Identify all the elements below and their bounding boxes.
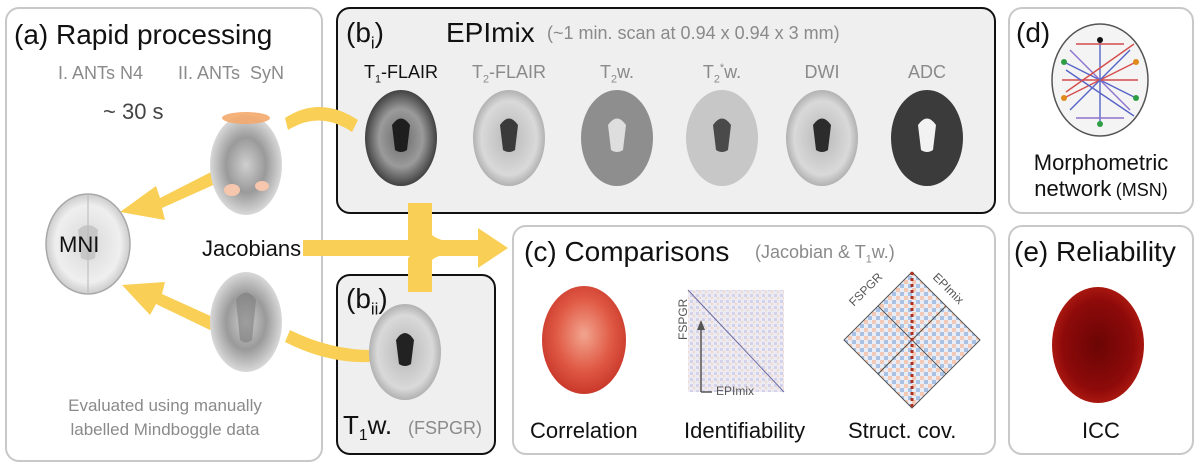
panel-a-eval-line1: Evaluated using manually <box>68 396 262 415</box>
panel-e-label: (e) <box>1014 236 1049 267</box>
panel-a-heading: (a) Rapid processing <box>14 19 272 51</box>
arrow-jacobian-top-to-mni <box>120 170 220 220</box>
panel-bi-subtitle: (~1 min. scan at 0.94 x 0.94 x 3 mm) <box>547 23 840 43</box>
panel-d-abbr: (MSN) <box>1115 180 1168 200</box>
panel-e-title: Reliability <box>1056 236 1176 267</box>
identifiability-axis-x-label: EPImix <box>716 384 755 398</box>
panel-c-heading: (c) Comparisons <box>524 236 729 268</box>
panel-bi <box>336 7 996 214</box>
panel-a-label: (a) <box>14 19 49 50</box>
arrow-jacobians-to-comparisons <box>303 228 508 268</box>
panel-bi-title: EPImix <box>446 17 535 48</box>
correlation-label: Correlation <box>530 418 638 443</box>
contrast-label: T1-FLAIR <box>363 62 439 86</box>
panel-c-label: (c) <box>524 236 557 267</box>
arrow-jacobian-bottom-to-mni <box>122 282 215 330</box>
arrows <box>120 106 508 363</box>
panel-a-step2: II. ANTs SyN <box>178 63 285 83</box>
panel-bii-fspgr: (FSPGR) <box>408 418 482 438</box>
arrow-flair-to-jacobian-top <box>285 106 358 132</box>
arrow-t1w-to-jacobian-bottom <box>285 330 372 363</box>
contrast-label: T2-FLAIR <box>471 62 547 86</box>
panel-e-heading: (e) Reliability <box>1014 236 1176 268</box>
icc-label: ICC <box>1082 418 1120 443</box>
contrast-label: ADC <box>907 62 946 82</box>
icc-brain-map <box>1052 287 1144 403</box>
panel-c-title: Comparisons <box>564 236 730 267</box>
panel-a-time: ~ 30 s <box>103 99 164 124</box>
panel-bi-label: (bi) <box>346 17 384 53</box>
contrast-label: T2*w. <box>702 62 742 86</box>
panel-a-title: Rapid processing <box>56 19 273 50</box>
panel-a-eval-line2: labelled Mindboggle data <box>70 420 260 439</box>
panel-d-line2-wrap: network (MSN) <box>1008 176 1194 202</box>
panel-d-label: (d) <box>1016 17 1051 48</box>
struct-cov-label: Struct. cov. <box>848 418 957 443</box>
panel-d-line1: Morphometric <box>1033 150 1169 175</box>
correlation-map <box>542 286 626 394</box>
epimix-brains <box>365 90 963 186</box>
panel-a-step1: I. ANTs N4 <box>58 63 144 83</box>
jacobian-brain-top <box>210 115 282 215</box>
contrast-label: DWI <box>804 62 840 82</box>
panel-bii-label: (bii) <box>346 283 388 319</box>
contrast-label: T2w. <box>599 62 635 86</box>
identifiability-axis-y-label: FSPGR <box>676 298 690 340</box>
panel-bii-t1w: T1w. <box>343 410 393 445</box>
mni-label: MNI <box>59 232 100 257</box>
panel-d-line2: network <box>1034 176 1112 201</box>
msn-nodes <box>1061 37 1139 127</box>
msn-edges <box>1062 40 1138 124</box>
identifiability-label: Identifiability <box>684 418 806 443</box>
panel-c-subtitle: (Jacobian & T1w.) <box>755 242 895 266</box>
jacobians-label: Jacobians <box>202 236 302 261</box>
